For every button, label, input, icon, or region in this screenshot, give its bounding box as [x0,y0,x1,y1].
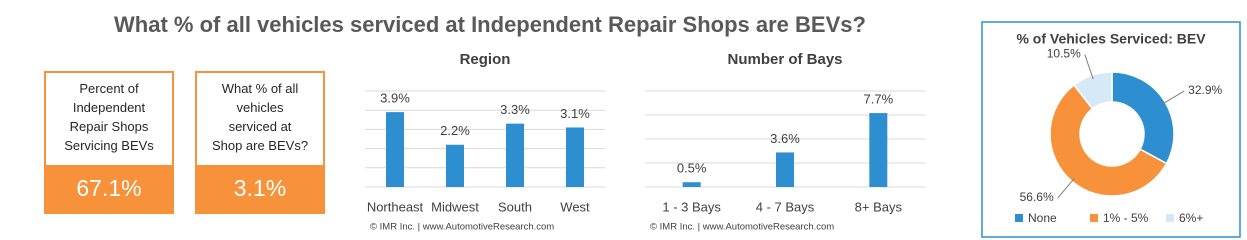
data-label: 56.6% [1020,190,1054,204]
kpi-value: 3.1% [234,175,286,201]
data-label: 2.2% [440,123,470,138]
x-tick-label: 8+ Bays [855,199,903,214]
kpi-label: vehicles [237,100,284,115]
chart-title: Region [460,51,511,68]
bar [869,113,888,187]
panel-border [981,21,1241,238]
kpi-label: Independent [73,100,146,115]
kpi-label: What % of all [222,81,299,96]
donut-slice [1111,71,1175,165]
source-note: © IMR Inc. | www.AutomotiveResearch.com [650,222,834,233]
kpi-value-band [196,165,324,213]
x-tick-label: 4 - 7 Bays [756,199,815,214]
data-label: 10.5% [1047,47,1081,61]
bar [566,127,584,187]
donut-slice [1072,71,1113,110]
data-label: 3.9% [380,91,410,106]
legend-swatch [1015,214,1023,222]
data-label: 32.9% [1188,83,1222,97]
bar [682,182,701,187]
kpi-label: Repair Shops [70,119,149,134]
data-label: 7.7% [864,92,894,107]
x-tick-label: South [498,199,532,214]
leader-line [1057,177,1075,199]
x-tick-label: Midwest [431,199,479,214]
bar [386,112,404,187]
legend-label: 6%+ [1179,211,1203,225]
source-note: © IMR Inc. | www.AutomotiveResearch.com [370,222,554,233]
page-title: What % of all vehicles serviced at Indep… [114,12,866,37]
bar [446,144,464,187]
data-label: 3.3% [500,102,530,117]
legend-label: 1% - 5% [1103,211,1149,225]
legend-label: None [1028,211,1057,225]
data-label: 3.1% [560,106,590,121]
data-label: 3.6% [770,131,800,146]
x-tick-label: West [560,199,590,214]
kpi-value-band [45,165,173,213]
chart-title: % of Vehicles Serviced: BEV [1016,31,1206,47]
bar [776,152,794,187]
kpi-label: Percent of [79,81,139,96]
donut-slice [1049,83,1168,197]
x-tick-label: 1 - 3 Bays [662,199,721,214]
chart-title: Number of Bays [727,51,842,68]
kpi-label: Shop are BEVs? [212,138,308,153]
x-tick-label: Northeast [367,199,424,214]
kpi-value: 67.1% [76,175,141,201]
kpi-label: Servicing BEVs [64,138,154,153]
legend-swatch [1090,214,1098,222]
leader-line [1084,54,1094,80]
legend-swatch [1166,214,1174,222]
bar [506,123,524,187]
kpi-label: serviced at [229,119,292,134]
leader-line [1161,90,1185,105]
data-label: 0.5% [677,161,707,176]
